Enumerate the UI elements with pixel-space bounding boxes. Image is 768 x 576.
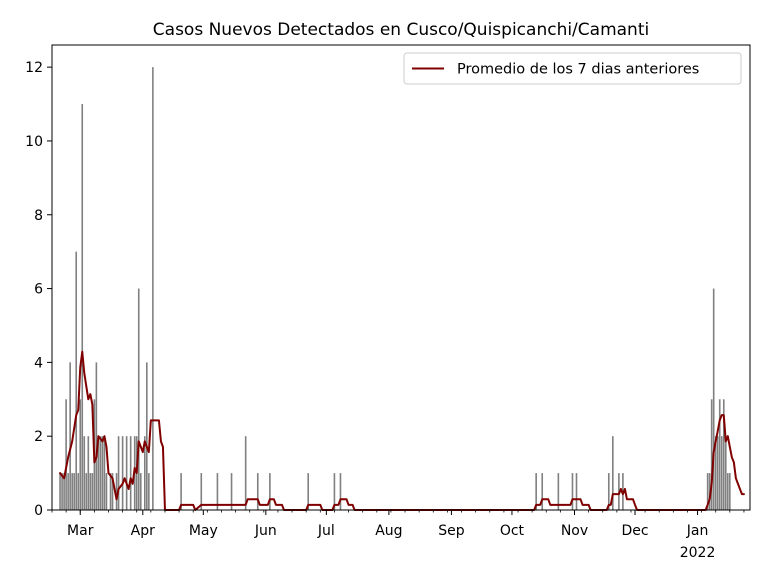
- bar: [67, 473, 69, 510]
- bar: [73, 473, 75, 510]
- bar: [69, 362, 71, 510]
- bar: [137, 288, 140, 510]
- bar: [79, 399, 82, 510]
- bar: [200, 473, 203, 510]
- bar: [115, 473, 118, 510]
- bar: [143, 436, 146, 510]
- x-tick-label: Sep: [438, 523, 465, 539]
- bar: [720, 436, 723, 510]
- bar: [152, 67, 154, 510]
- bar: [111, 473, 114, 510]
- chart-title: Casos Nuevos Detectados en Cusco/Quispic…: [153, 20, 649, 40]
- legend: Promedio de los 7 dias anteriores: [403, 52, 742, 85]
- bar: [99, 436, 102, 510]
- bar: [148, 473, 150, 510]
- x-tick-label: May: [189, 523, 218, 539]
- x-tick-label: Apr: [131, 523, 155, 539]
- bar: [571, 473, 574, 510]
- bar: [91, 473, 94, 510]
- bar: [712, 288, 715, 510]
- bar: [105, 473, 108, 510]
- bar: [256, 473, 259, 510]
- bar: [85, 473, 88, 510]
- y-tick-label: 2: [34, 429, 43, 445]
- bar: [97, 436, 100, 510]
- y-tick-label: 10: [25, 134, 43, 150]
- bar: [89, 473, 92, 510]
- bar: [307, 473, 310, 510]
- x-tick-label: Jan: [686, 523, 709, 539]
- plot-frame: [51, 44, 751, 511]
- y-axis: 0 2 4 6 8 10 12: [25, 60, 52, 519]
- bar: [557, 473, 560, 510]
- bar: [216, 473, 219, 510]
- bar: [83, 436, 86, 510]
- bar: [333, 473, 336, 510]
- x-tick-label: Dec: [621, 523, 648, 539]
- x-tick-label: Jun: [254, 523, 277, 539]
- bar: [71, 473, 73, 510]
- bar: [95, 362, 98, 510]
- bar: [180, 473, 182, 510]
- x-axis: Mar Apr May Jun Jul Aug Sep Oct Nov Dec Jan 2022: [51, 510, 745, 561]
- bar: [81, 104, 84, 511]
- bar: [75, 251, 78, 511]
- bar: [706, 473, 709, 510]
- bar: [139, 473, 142, 510]
- legend-label: Promedio de los 7 dias anteriores: [457, 62, 699, 78]
- x-tick-year-label: 2022: [680, 545, 716, 561]
- bar: [109, 473, 112, 510]
- y-tick-label: 0: [34, 503, 43, 519]
- bar: [87, 436, 90, 510]
- bar: [575, 473, 578, 510]
- x-tick-label: Mar: [67, 523, 94, 539]
- bar: [121, 436, 124, 510]
- bar: [727, 473, 729, 510]
- bar: [722, 399, 725, 510]
- bar: [244, 436, 247, 510]
- bar: [230, 473, 233, 510]
- bar: [129, 436, 132, 510]
- bar: [535, 473, 537, 510]
- bar: [729, 473, 731, 510]
- bar: [146, 362, 148, 510]
- bar: [612, 436, 614, 510]
- legend-box: [403, 52, 742, 85]
- bar: [63, 473, 65, 510]
- bar: [339, 473, 342, 510]
- bar: [125, 436, 128, 510]
- bar: [724, 436, 727, 510]
- y-tick-label: 12: [25, 60, 43, 76]
- bar: [716, 436, 719, 510]
- bar: [61, 473, 63, 510]
- x-tick-label: Jul: [317, 523, 335, 539]
- bar: [718, 399, 721, 510]
- bar: [710, 399, 713, 510]
- bar: [269, 473, 271, 510]
- bar: [101, 436, 104, 510]
- y-tick-label: 8: [34, 208, 43, 224]
- y-tick-label: 6: [34, 282, 43, 298]
- bar: [65, 399, 67, 510]
- y-tick-label: 4: [34, 355, 43, 371]
- bar: [714, 436, 717, 510]
- bar: [77, 473, 80, 510]
- bar: [607, 473, 610, 510]
- bar: [103, 436, 106, 510]
- x-tick-label: Aug: [375, 523, 402, 539]
- bar: [117, 436, 120, 510]
- x-tick-label: Nov: [561, 523, 588, 539]
- bar: [541, 473, 544, 510]
- x-tick-label: Oct: [500, 523, 525, 539]
- bar: [59, 473, 61, 510]
